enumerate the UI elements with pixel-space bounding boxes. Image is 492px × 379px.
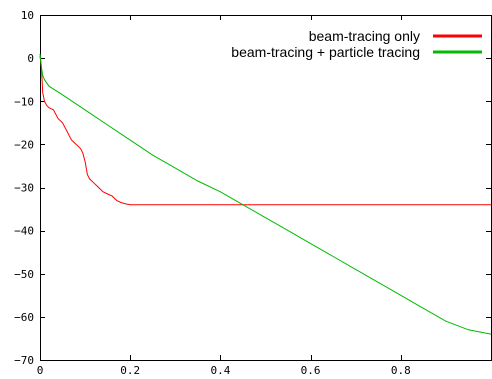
series-line-1 <box>39 55 491 206</box>
series-line-2 <box>39 53 492 335</box>
legend-label-2: beam-tracing + particle tracing <box>231 44 420 60</box>
y-tick-label: 10 <box>21 9 34 22</box>
series-lines <box>39 53 492 335</box>
y-tick-label: −30 <box>14 182 34 195</box>
x-tick-label: 0.4 <box>210 364 230 377</box>
y-tick-label: −20 <box>14 138 34 151</box>
y-tick-label: −10 <box>14 95 34 108</box>
x-tick-label: 0 <box>37 364 44 377</box>
y-tick-label: −60 <box>14 311 34 324</box>
x-tick-label: 0.6 <box>301 364 321 377</box>
y-tick-label: −40 <box>14 225 34 238</box>
y-tick-label: 0 <box>27 52 34 65</box>
axis-ticks <box>40 15 491 361</box>
tick-labels: 100−10−20−30−40−50−60−700 0.2 0.4 0.6 0.8 <box>14 9 411 377</box>
x-tick-label: 0.8 <box>391 364 411 377</box>
y-tick-label: −50 <box>14 268 34 281</box>
legend-label-1: beam-tracing only <box>309 28 420 44</box>
x-tick-label: 0.2 <box>120 364 140 377</box>
y-tick-label: −70 <box>14 354 34 367</box>
